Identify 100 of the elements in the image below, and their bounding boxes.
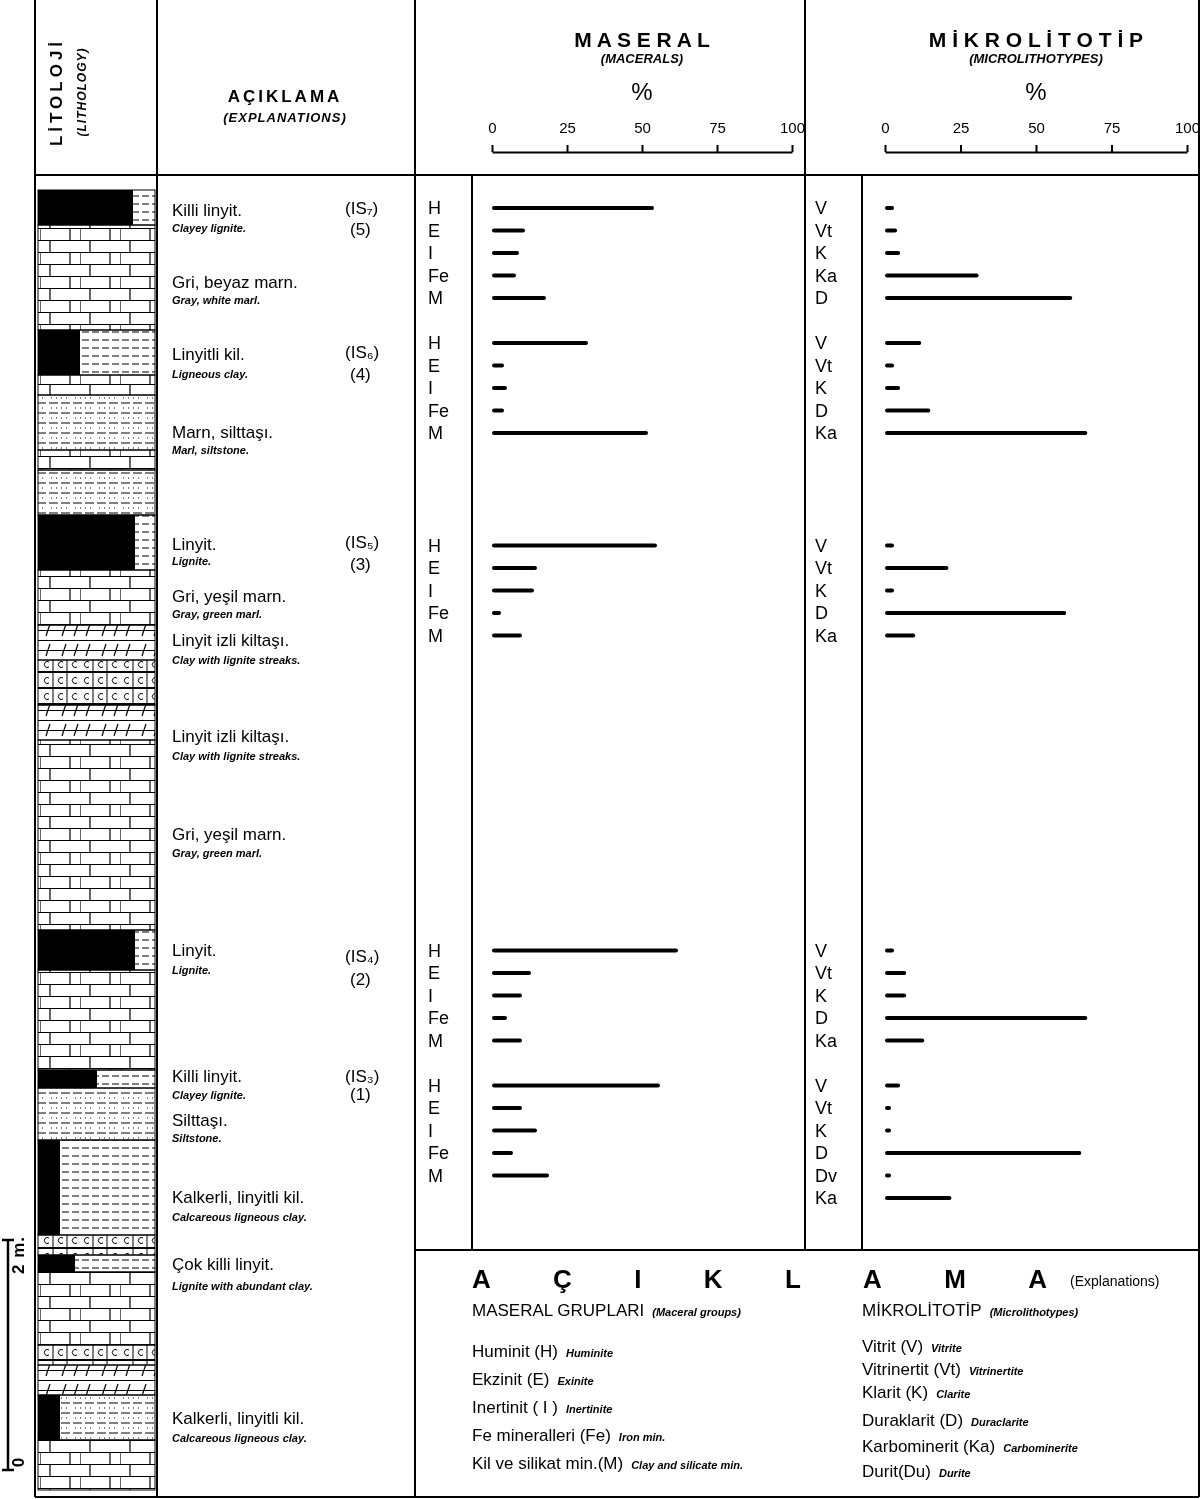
y-tick-label: D [815, 400, 828, 421]
text: Linyitli kil. [172, 345, 245, 364]
text: (2) [350, 970, 371, 989]
text: (IS₅) [345, 533, 380, 552]
text: Clayey lignite. [172, 222, 246, 234]
text: Clay and silicate min. [631, 1459, 743, 1471]
y-tick-label: V [815, 1075, 828, 1096]
x-tick-label: 25 [559, 119, 576, 136]
bar [492, 611, 501, 615]
bar [492, 1128, 537, 1133]
bar [492, 1106, 522, 1110]
y-tick-label: Ka [815, 625, 839, 646]
y-tick-label: V [815, 333, 828, 353]
y-tick-label: I [428, 243, 434, 263]
bar [885, 1196, 952, 1200]
text: Gri, yeşil marn. [172, 587, 287, 606]
chart-title: M İ K R O L İ T O T İ P [928, 28, 1144, 51]
y-tick-label: Vt [815, 220, 833, 241]
text: (1) [350, 1085, 371, 1104]
y-tick-label: M [428, 288, 443, 308]
y-tick-label: E [428, 558, 441, 578]
text: Clayey lignite. [172, 1089, 246, 1101]
text: Karbominerit (Ka) [862, 1437, 996, 1456]
text: Ekzinit (E) [472, 1370, 550, 1389]
bar [492, 1083, 660, 1088]
x-tick-label: 0 [881, 119, 890, 136]
bar [492, 1016, 507, 1020]
y-tick-label: D [815, 603, 828, 623]
bar [492, 341, 588, 345]
text: Vitrite [931, 1342, 962, 1354]
y-tick-label: E [428, 963, 441, 983]
bar [885, 386, 901, 390]
x-tick-label: 50 [1028, 119, 1045, 136]
y-tick-label: I [428, 580, 434, 601]
text: Gray, green marl. [172, 608, 263, 620]
text: Marl, siltstone. [172, 444, 250, 456]
text: Inertinite [565, 1403, 613, 1415]
y-tick-label: E [428, 1098, 441, 1118]
y-tick-label: E [428, 355, 441, 376]
bar [885, 1038, 925, 1043]
y-tick-label: K [815, 243, 828, 263]
y-tick-label: Vt [815, 963, 833, 983]
text: Linyit. [172, 941, 217, 960]
text: 0 [9, 1456, 28, 1468]
text: Gray, white marl. [172, 294, 261, 306]
y-tick-label: I [428, 1120, 434, 1141]
text: Lignite. [172, 555, 212, 567]
y-tick-label: H [428, 940, 441, 961]
text: Linyit izli kiltaşı. [172, 631, 290, 650]
text: Vitrinertite [968, 1365, 1024, 1377]
text: Clay with lignite streaks. [172, 750, 301, 762]
chart-title: M A S E R A L [574, 28, 711, 51]
text: Huminit (H) [472, 1342, 558, 1361]
y-tick-label: K [815, 985, 828, 1006]
y-tick-label: Fe [428, 400, 450, 421]
text: Marn, silttaşı. [172, 423, 274, 442]
y-tick-label: V [815, 198, 828, 218]
y-tick-label: Fe [428, 1008, 450, 1028]
text: MASERAL GRUPLARI [472, 1301, 645, 1320]
bar [492, 408, 504, 413]
bar [885, 273, 979, 278]
y-tick-label: Ka [815, 265, 839, 286]
text: (Microlithotypes) [989, 1306, 1079, 1318]
text: Vitrit (V) [862, 1337, 924, 1356]
y-tick-label: Ka [815, 423, 839, 443]
x-tick-label: 75 [709, 119, 726, 136]
text: Çok killi linyit. [172, 1255, 275, 1274]
bar [492, 296, 546, 300]
text: Fe mineralleri (Fe) [472, 1426, 611, 1445]
text: LİTOLOJİ [47, 37, 66, 147]
bar [492, 228, 525, 233]
bar [885, 341, 922, 345]
y-tick-label: Fe [428, 1143, 450, 1163]
bar [492, 993, 522, 998]
bar [492, 971, 531, 975]
y-tick-label: K [815, 1120, 828, 1141]
text: Duraclarite [971, 1416, 1029, 1428]
bar [492, 386, 507, 390]
text: Silttaşı. [172, 1111, 228, 1130]
bar [492, 431, 648, 435]
text: Iron min. [618, 1431, 666, 1443]
text: Killi linyit. [172, 201, 242, 220]
text: Clarite [936, 1388, 971, 1400]
text: Linyit. [172, 535, 217, 554]
text: Gri, beyaz marn. [172, 273, 298, 292]
bar [492, 948, 678, 953]
y-tick-label: V [815, 535, 828, 556]
chart-subtitle: (MACERALS) [600, 51, 684, 66]
text: Linyit izli kiltaşı. [172, 727, 290, 746]
bar [885, 408, 931, 413]
y-tick-label: D [815, 1008, 828, 1028]
text: (Maceral groups) [652, 1306, 742, 1318]
y-tick-label: D [815, 288, 828, 308]
bar [885, 611, 1067, 615]
y-tick-label: Vt [815, 1098, 833, 1118]
y-tick-label: Ka [815, 1188, 839, 1208]
bar [492, 251, 519, 255]
text: Clay with lignite streaks. [172, 654, 301, 666]
text: Kalkerli, linyitli kil. [172, 1409, 305, 1428]
bar [885, 431, 1088, 435]
